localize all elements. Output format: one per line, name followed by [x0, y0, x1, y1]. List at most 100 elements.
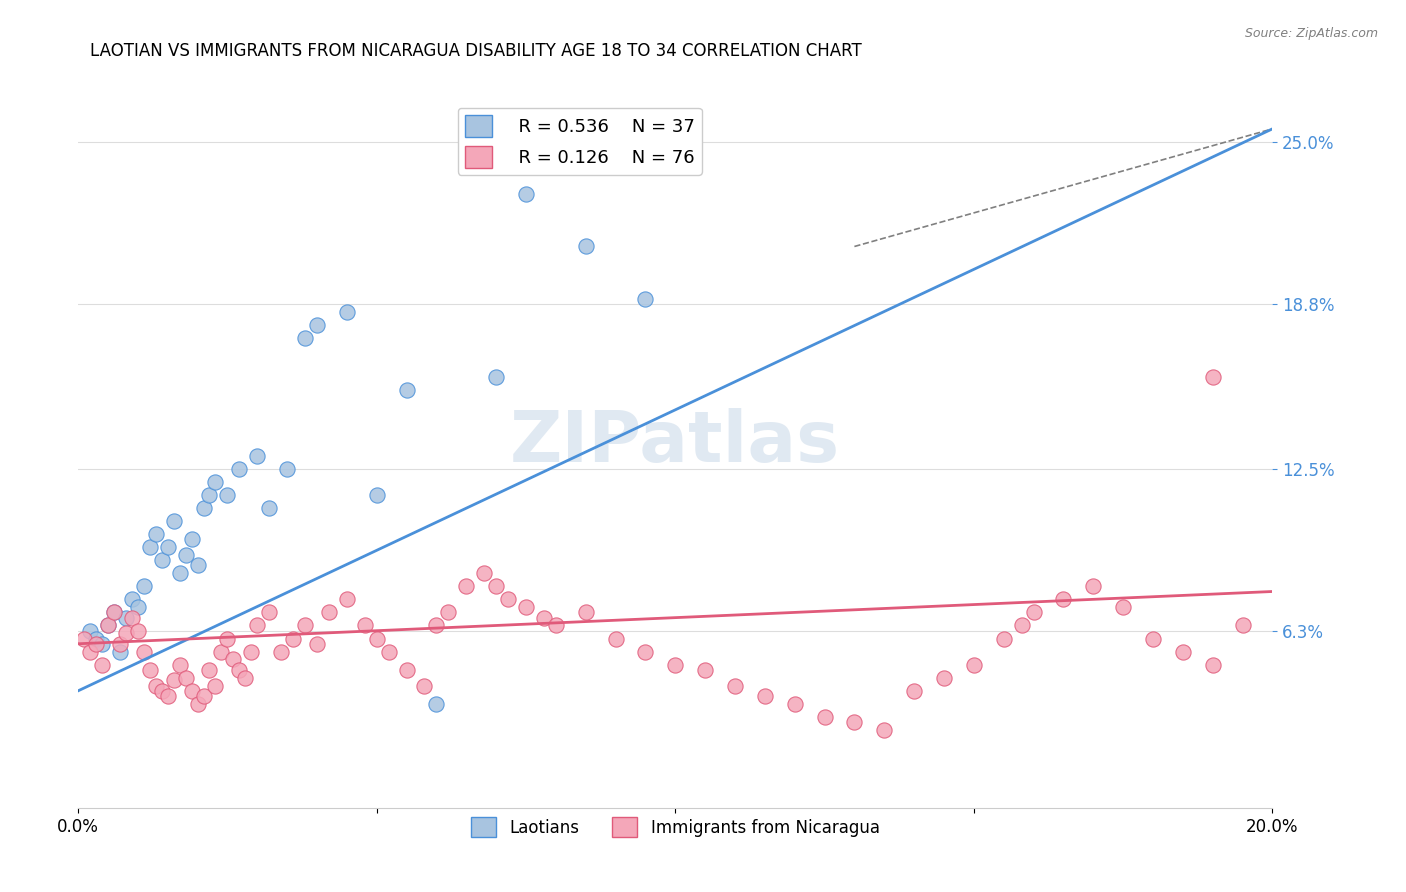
Point: [84, 632, 107, 646]
Point: [217, 632, 239, 646]
Point: [724, 679, 747, 693]
Point: [174, 548, 197, 562]
Point: [1232, 618, 1254, 632]
Text: Source: ZipAtlas.com: Source: ZipAtlas.com: [1244, 27, 1378, 40]
Point: [1142, 632, 1164, 646]
Point: [233, 671, 256, 685]
Point: [425, 697, 447, 711]
Point: [425, 618, 447, 632]
Point: [163, 673, 186, 688]
Point: [533, 610, 555, 624]
Point: [695, 663, 717, 677]
Point: [377, 645, 399, 659]
Point: [91, 657, 114, 672]
Point: [228, 461, 250, 475]
Point: [217, 488, 239, 502]
Point: [150, 683, 173, 698]
Point: [1112, 600, 1135, 615]
Point: [605, 632, 627, 646]
Point: [903, 683, 925, 698]
Point: [496, 592, 519, 607]
Point: [169, 657, 191, 672]
Point: [108, 645, 131, 659]
Point: [664, 657, 686, 672]
Point: [281, 632, 304, 646]
Point: [246, 449, 269, 463]
Point: [91, 637, 114, 651]
Point: [257, 500, 280, 515]
Point: [97, 618, 120, 632]
Point: [115, 626, 138, 640]
Point: [873, 723, 896, 737]
Point: [180, 533, 202, 547]
Point: [575, 239, 598, 253]
Point: [156, 689, 179, 703]
Point: [257, 606, 280, 620]
Point: [79, 624, 101, 638]
Point: [193, 500, 215, 515]
Point: [163, 514, 186, 528]
Point: [754, 689, 776, 703]
Point: [127, 600, 149, 615]
Point: [336, 592, 359, 607]
Point: [180, 683, 202, 698]
Point: [204, 679, 226, 693]
Point: [139, 663, 162, 677]
Point: [813, 710, 835, 724]
Point: [115, 610, 138, 624]
Point: [73, 632, 96, 646]
Point: [270, 645, 292, 659]
Point: [318, 606, 340, 620]
Point: [132, 579, 155, 593]
Point: [1083, 579, 1105, 593]
Point: [222, 652, 245, 666]
Point: [437, 606, 460, 620]
Point: [844, 715, 866, 730]
Point: [1202, 370, 1225, 384]
Point: [121, 592, 143, 607]
Point: [472, 566, 495, 581]
Point: [1011, 618, 1033, 632]
Point: [145, 527, 167, 541]
Point: [366, 488, 388, 502]
Point: [97, 618, 120, 632]
Point: [1202, 657, 1225, 672]
Point: [108, 637, 131, 651]
Point: [79, 645, 101, 659]
Point: [993, 632, 1015, 646]
Point: [783, 697, 806, 711]
Point: [485, 579, 508, 593]
Point: [395, 663, 418, 677]
Point: [198, 488, 221, 502]
Point: [103, 606, 125, 620]
Point: [209, 645, 232, 659]
Point: [575, 606, 598, 620]
Point: [515, 600, 537, 615]
Point: [305, 318, 328, 332]
Legend: Laotians, Immigrants from Nicaragua: Laotians, Immigrants from Nicaragua: [464, 810, 886, 844]
Point: [132, 645, 155, 659]
Point: [204, 475, 226, 489]
Point: [932, 671, 955, 685]
Text: LAOTIAN VS IMMIGRANTS FROM NICARAGUA DISABILITY AGE 18 TO 34 CORRELATION CHART: LAOTIAN VS IMMIGRANTS FROM NICARAGUA DIS…: [90, 42, 862, 60]
Point: [515, 187, 537, 202]
Point: [198, 663, 221, 677]
Point: [485, 370, 508, 384]
Point: [963, 657, 986, 672]
Point: [456, 579, 478, 593]
Text: ZIPatlas: ZIPatlas: [510, 408, 841, 477]
Point: [169, 566, 191, 581]
Point: [544, 618, 567, 632]
Point: [413, 679, 436, 693]
Point: [1171, 645, 1194, 659]
Point: [174, 671, 197, 685]
Point: [240, 645, 263, 659]
Point: [294, 331, 316, 345]
Point: [305, 637, 328, 651]
Point: [353, 618, 375, 632]
Point: [1052, 592, 1074, 607]
Point: [294, 618, 316, 632]
Point: [395, 383, 418, 397]
Point: [634, 645, 657, 659]
Point: [336, 305, 359, 319]
